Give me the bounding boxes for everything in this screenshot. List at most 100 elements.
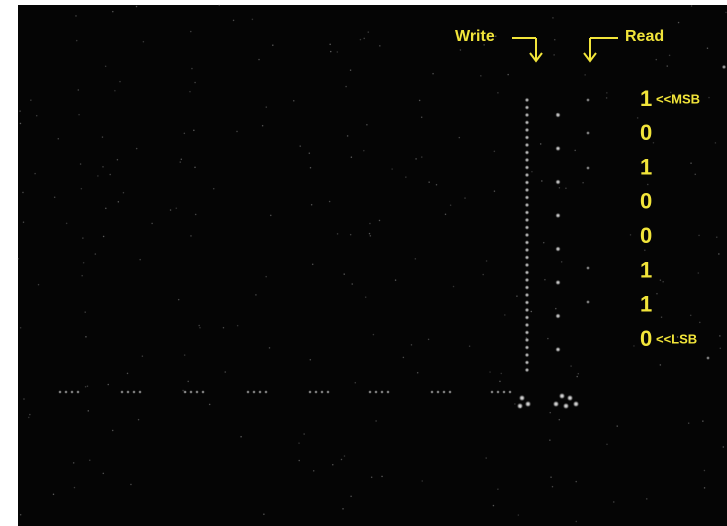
atom [58, 390, 62, 394]
atom [714, 142, 716, 144]
atom [369, 235, 371, 237]
atom [485, 260, 487, 262]
atom [524, 127, 529, 132]
atom [139, 258, 141, 260]
atom [690, 314, 692, 316]
micrograph: Write Read 10100110 <<MSB <<LSB [0, 0, 727, 526]
atom [85, 336, 87, 338]
atom [179, 161, 181, 163]
atom [497, 92, 499, 94]
atom [524, 367, 529, 372]
atom [70, 390, 74, 394]
atom [183, 354, 185, 356]
atom [524, 360, 529, 365]
atom [555, 112, 561, 118]
atom [558, 187, 560, 189]
atom [582, 182, 584, 184]
atom [313, 470, 315, 472]
atom [690, 162, 692, 164]
atom [367, 31, 369, 33]
atom [524, 120, 529, 125]
atom [555, 179, 561, 185]
atom [524, 285, 529, 290]
atom [270, 214, 272, 216]
atom [320, 390, 324, 394]
atom [524, 270, 529, 275]
atom [524, 105, 529, 110]
atom [258, 58, 260, 60]
atom [368, 390, 372, 394]
atom [368, 232, 370, 234]
atom [107, 383, 109, 385]
atom [19, 110, 21, 112]
atom [605, 97, 607, 99]
atom [17, 258, 19, 260]
atom [405, 176, 407, 178]
atom [336, 51, 338, 53]
atom [562, 402, 569, 409]
atom [516, 402, 523, 409]
atom [565, 187, 567, 189]
atom [72, 462, 74, 464]
atom [558, 419, 560, 421]
atom [496, 390, 500, 394]
atom [343, 455, 345, 457]
atom [646, 498, 648, 500]
atom [706, 356, 710, 360]
atom [575, 480, 577, 482]
atom [690, 5, 692, 7]
atom [524, 187, 529, 192]
atom [655, 58, 657, 60]
atom [497, 488, 499, 490]
atom [23, 398, 25, 400]
atom [236, 130, 238, 132]
atom [577, 373, 579, 375]
atom [366, 124, 368, 126]
atom [308, 390, 312, 394]
atom [514, 403, 516, 405]
atom [265, 106, 267, 108]
atom [524, 322, 529, 327]
atom [194, 166, 196, 168]
atom [698, 234, 700, 236]
atom [191, 67, 193, 69]
atom [379, 45, 381, 47]
atom [365, 296, 367, 298]
atom [524, 255, 529, 260]
atom [524, 262, 529, 267]
atom [381, 475, 383, 477]
atom [79, 163, 81, 165]
atom [666, 65, 668, 67]
atom [53, 196, 55, 198]
atom [87, 410, 89, 412]
atom [193, 129, 195, 131]
atom [183, 132, 185, 134]
bit: 1 [640, 86, 652, 111]
atom [574, 149, 576, 151]
atom [126, 372, 128, 374]
bit: 0 [640, 189, 652, 214]
atom [524, 112, 529, 117]
atom [555, 146, 561, 152]
atom [265, 275, 267, 277]
bit: 1 [640, 292, 652, 317]
atom [213, 188, 215, 190]
atom [345, 85, 347, 87]
atom [30, 99, 32, 101]
atom [449, 204, 451, 206]
atom [524, 225, 529, 230]
atom [706, 47, 708, 49]
atom [468, 345, 470, 347]
atom [586, 98, 590, 102]
atom [349, 233, 351, 235]
atom [499, 380, 501, 382]
atom [402, 356, 404, 358]
atom [576, 375, 578, 377]
atom [524, 195, 529, 200]
atom [694, 173, 696, 175]
atom [84, 311, 86, 313]
atom [293, 100, 295, 102]
atom [652, 142, 654, 144]
atom [572, 400, 579, 407]
atom [354, 382, 356, 384]
